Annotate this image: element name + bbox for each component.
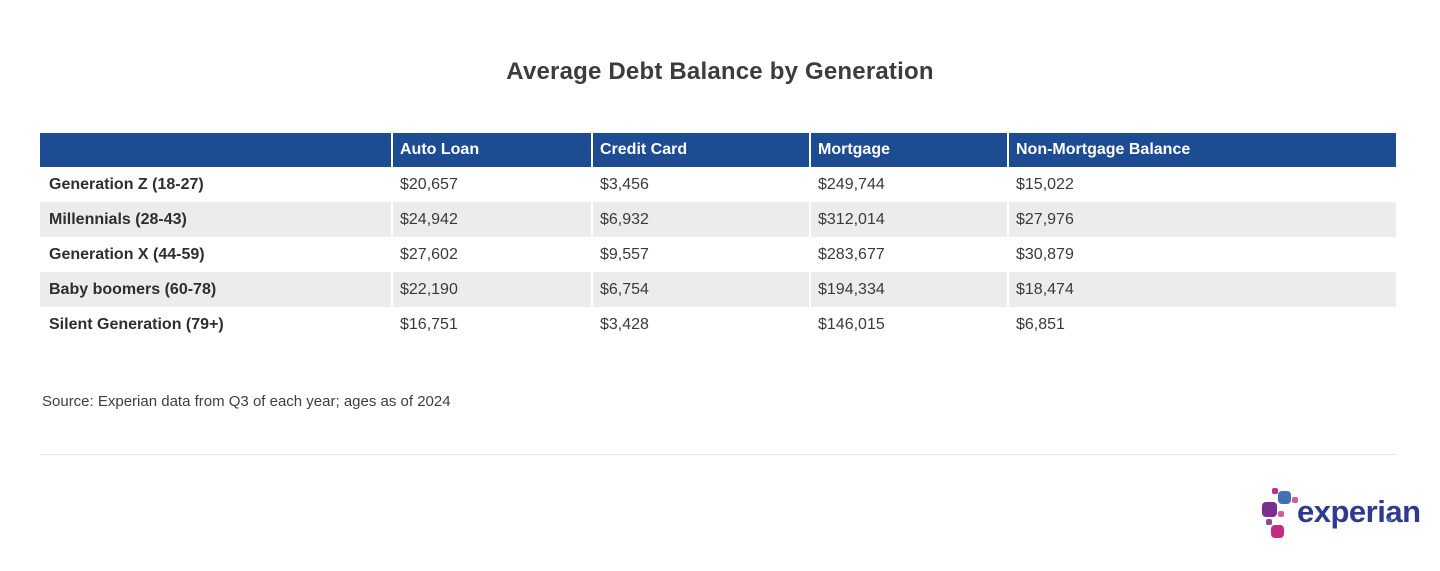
value-cell: $22,190 [391,272,592,307]
row-label-cell: Generation Z (18-27) [40,167,392,202]
experian-logo-dot-pink2-icon [1278,511,1284,517]
debt-balance-table: Auto Loan Credit Card Mortgage Non-Mortg… [40,133,1396,342]
row-label-cell: Millennials (28-43) [40,202,392,237]
table-row: Generation Z (18-27) $20,657 $3,456 $249… [40,167,1396,202]
table-body: Generation Z (18-27) $20,657 $3,456 $249… [40,167,1396,342]
header-cell-credit-card: Credit Card [591,133,810,167]
value-cell: $3,456 [591,167,810,202]
table-row: Baby boomers (60-78) $22,190 $6,754 $194… [40,272,1396,307]
row-label-cell: Baby boomers (60-78) [40,272,392,307]
footer-divider [40,454,1396,455]
table-header: Auto Loan Credit Card Mortgage Non-Mortg… [40,133,1396,167]
value-cell: $6,932 [591,202,810,237]
table-row: Silent Generation (79+) $16,751 $3,428 $… [40,307,1396,342]
header-row: Auto Loan Credit Card Mortgage Non-Mortg… [40,133,1396,167]
experian-logo-square-magenta-icon [1271,525,1284,538]
value-cell: $3,428 [591,307,810,342]
header-cell-mortgage: Mortgage [809,133,1008,167]
experian-logo: experian ™ [1254,483,1421,543]
page-title: Average Debt Balance by Generation [506,58,934,85]
header-cell-blank [40,133,392,167]
row-label-cell: Generation X (44-59) [40,237,392,272]
value-cell: $9,557 [591,237,810,272]
value-cell: $15,022 [1007,167,1396,202]
value-cell: $16,751 [391,307,592,342]
value-cell: $27,976 [1007,202,1396,237]
experian-logo-square-purple-icon [1262,502,1277,517]
experian-logo-dot-purple-icon [1266,519,1272,525]
value-cell: $20,657 [391,167,592,202]
value-cell: $30,879 [1007,237,1396,272]
trademark-symbol: ™ [1385,517,1393,526]
experian-logo-dot-magenta-icon [1272,488,1278,494]
header-cell-non-mortgage: Non-Mortgage Balance [1007,133,1396,167]
value-cell: $312,014 [809,202,1008,237]
value-cell: $18,474 [1007,272,1396,307]
header-cell-auto-loan: Auto Loan [391,133,592,167]
table-row: Generation X (44-59) $27,602 $9,557 $283… [40,237,1396,272]
experian-wordmark: experian [1297,494,1421,529]
experian-logo-dot-pink-icon [1292,497,1298,503]
value-cell: $6,851 [1007,307,1396,342]
source-note: Source: Experian data from Q3 of each ye… [42,393,451,410]
value-cell: $146,015 [809,307,1008,342]
value-cell: $27,602 [391,237,592,272]
table-row: Millennials (28-43) $24,942 $6,932 $312,… [40,202,1396,237]
value-cell: $194,334 [809,272,1008,307]
value-cell: $6,754 [591,272,810,307]
value-cell: $24,942 [391,202,592,237]
value-cell: $283,677 [809,237,1008,272]
row-label-cell: Silent Generation (79+) [40,307,392,342]
experian-logo-square-blue-icon [1278,491,1291,504]
value-cell: $249,744 [809,167,1008,202]
